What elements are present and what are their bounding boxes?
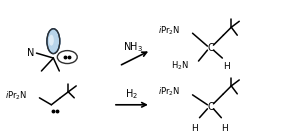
Text: NH$_3$: NH$_3$ — [123, 40, 143, 54]
Text: C: C — [207, 43, 214, 53]
Text: H$_2$: H$_2$ — [125, 87, 138, 101]
Text: $i$Pr$_2$N: $i$Pr$_2$N — [158, 86, 181, 98]
Ellipse shape — [57, 51, 77, 64]
Text: H: H — [191, 124, 198, 133]
Text: H: H — [223, 62, 230, 71]
Text: C: C — [207, 102, 214, 112]
Text: H$_2$N: H$_2$N — [171, 60, 188, 72]
Ellipse shape — [47, 29, 60, 54]
Text: H: H — [221, 124, 228, 133]
Text: $i$Pr$_2$N: $i$Pr$_2$N — [158, 25, 181, 38]
Text: N: N — [27, 48, 35, 58]
Text: $i$Pr$_2$N: $i$Pr$_2$N — [5, 90, 27, 102]
Ellipse shape — [49, 35, 54, 46]
